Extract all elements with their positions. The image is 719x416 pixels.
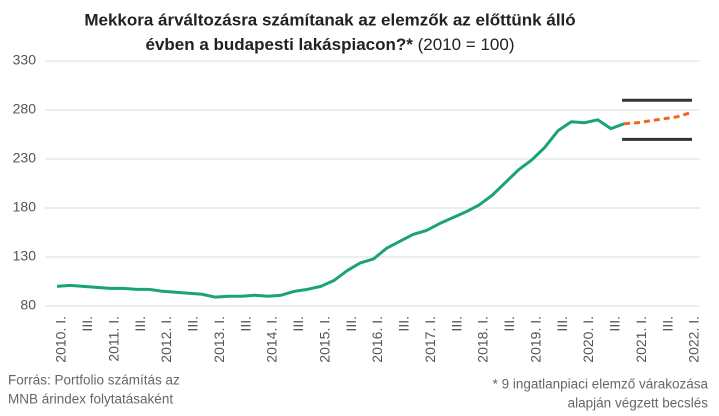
x-tick-label: III. (185, 316, 201, 332)
x-tick-label: 2015. I. (316, 316, 332, 363)
x-tick-label: III. (554, 316, 570, 332)
x-tick-label: 2012. I. (158, 316, 174, 363)
x-tick-label: 2019. I. (527, 316, 543, 363)
y-tick-label: 180 (13, 199, 37, 215)
x-tick-label: 2010. I. (53, 316, 69, 363)
chart-title: évben a budapesti lakáspiacon?* (146, 35, 414, 54)
x-tick-label: III. (659, 316, 675, 332)
source: Forrás: Portfolio számítás az (8, 373, 180, 388)
chart-title: évben a budapesti lakáspiacon?* (2010 = … (146, 35, 515, 54)
x-tick-label: III. (501, 316, 517, 332)
x-tick-label: 2018. I. (475, 316, 491, 363)
footnote: * 9 ingatlanpiaci elemző várakozása (493, 377, 709, 392)
y-tick-label: 280 (13, 101, 37, 117)
y-tick-label: 130 (13, 248, 37, 264)
x-tick-label: III. (343, 316, 359, 332)
footnote: alapján végzett becslés (568, 396, 709, 411)
y-tick-label: 80 (20, 297, 36, 313)
chart-title: Mekkora árváltozásra számítanak az elemz… (84, 10, 575, 29)
x-tick-label: 2017. I. (422, 316, 438, 363)
x-tick-label: 2020. I. (580, 316, 596, 363)
x-tick-label: III. (607, 316, 623, 332)
title-note: (2010 = 100) (418, 35, 515, 54)
line-series (56, 118, 625, 299)
source: MNB árindex folytatásaként (8, 392, 173, 407)
x-tick-label: 2013. I. (211, 316, 227, 363)
line-series (623, 111, 691, 126)
x-tick-label: III. (290, 316, 306, 332)
x-tick-label: 2011. I. (105, 316, 121, 362)
x-tick-label: 2014. I. (264, 316, 280, 363)
x-tick-label: III. (396, 316, 412, 332)
x-tick-label: III. (448, 316, 464, 332)
x-tick-label: III. (132, 316, 148, 332)
x-tick-label: III. (79, 316, 95, 332)
x-tick-label: 2022. I. (686, 316, 702, 363)
x-tick-label: 2021. I. (633, 316, 649, 363)
y-tick-label: 230 (13, 150, 37, 166)
y-tick-label: 330 (13, 52, 37, 68)
x-tick-label: 2016. I. (369, 316, 385, 363)
x-tick-label: III. (237, 316, 253, 332)
